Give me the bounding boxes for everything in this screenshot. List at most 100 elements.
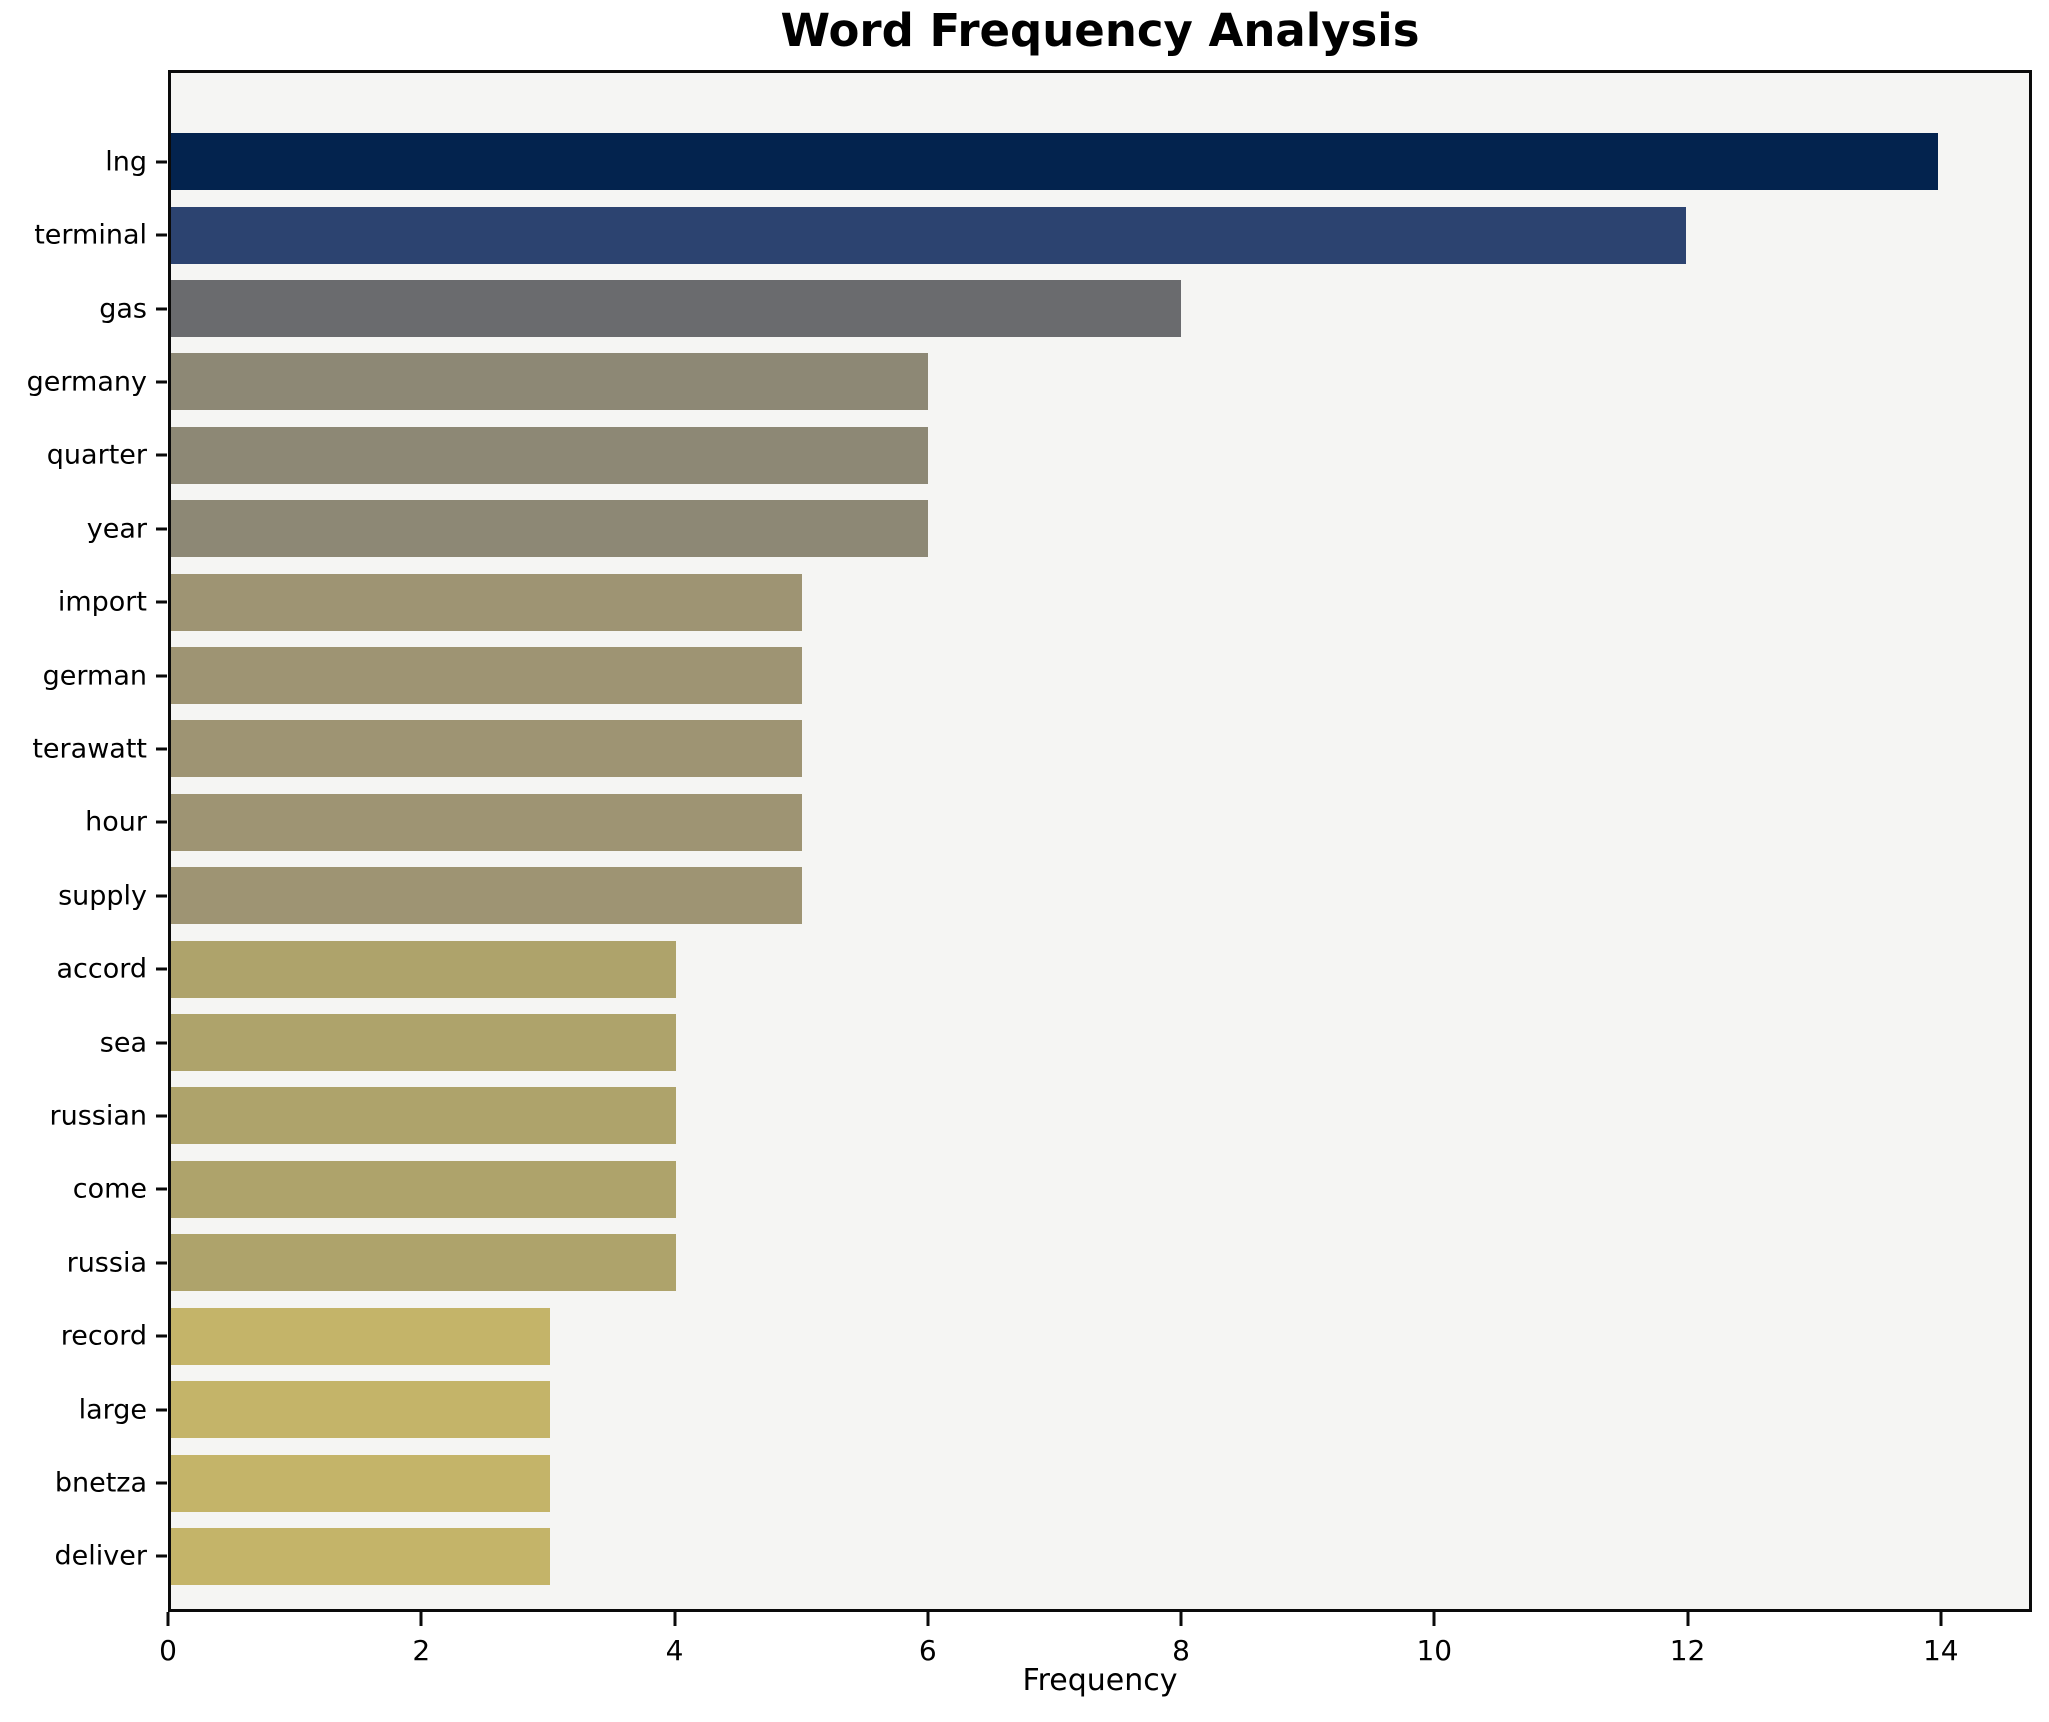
x-tick-mark <box>1179 1612 1183 1626</box>
y-tick-mark <box>156 1114 167 1118</box>
plot-area: lng terminal gas germany quarter year import ge… <box>27 70 2032 1612</box>
y-tick-label: russian <box>49 1100 147 1132</box>
bar-row: sea <box>100 1006 2029 1079</box>
bar-row: gas <box>99 272 2029 345</box>
y-tick-label: come <box>72 1173 147 1205</box>
bar-row: terminal <box>34 198 2029 271</box>
bar-year <box>171 500 929 558</box>
y-tick-mark <box>156 1187 167 1191</box>
bar-record <box>171 1307 550 1365</box>
bar-row: quarter <box>47 419 2029 492</box>
y-tick-label: year <box>86 513 147 545</box>
bar-large <box>171 1381 550 1439</box>
bar-row: hour <box>85 786 2029 859</box>
x-tick-mark <box>1432 1612 1436 1626</box>
bar-gas <box>171 280 1181 338</box>
bar-supply <box>171 867 803 925</box>
bar-quarter <box>171 426 929 484</box>
x-tick-mark <box>166 1612 170 1626</box>
y-tick-mark <box>156 967 167 971</box>
y-tick-label: german <box>42 660 147 692</box>
y-tick-label: bnetza <box>54 1467 147 1499</box>
y-tick-mark <box>156 1041 167 1045</box>
y-tick-label: russia <box>66 1247 147 1279</box>
x-axis-title: Frequency <box>1022 1663 1178 1698</box>
bar-german <box>171 647 803 705</box>
y-tick-mark <box>156 894 167 898</box>
x-tick-label: 0 <box>159 1634 177 1667</box>
bar-row: russian <box>49 1079 2029 1152</box>
bar-row: record <box>61 1300 2029 1373</box>
bar-terawatt <box>171 720 803 778</box>
y-tick-label: terminal <box>34 219 147 251</box>
bar-accord <box>171 940 676 998</box>
x-tick-label: 12 <box>1669 1634 1706 1667</box>
bar-germany <box>171 353 929 411</box>
bar-bnetza <box>171 1454 550 1512</box>
y-tick-mark <box>156 307 167 311</box>
y-tick-mark <box>156 820 167 824</box>
bar-terminal <box>171 206 1686 264</box>
bar-row: german <box>43 639 2029 712</box>
y-tick-label: record <box>60 1320 147 1352</box>
y-tick-label: quarter <box>46 439 147 471</box>
y-tick-label: sea <box>99 1027 147 1059</box>
x-tick-mark <box>1686 1612 1690 1626</box>
bar-row: bnetza <box>55 1446 2029 1519</box>
y-tick-mark <box>156 1261 167 1265</box>
y-tick-mark <box>156 600 167 604</box>
y-tick-label: lng <box>105 146 147 178</box>
bar-row: germany <box>27 345 2029 418</box>
bar-lng <box>171 133 1939 191</box>
y-tick-label: large <box>78 1394 147 1426</box>
y-tick-label: deliver <box>54 1540 147 1572</box>
bar-come <box>171 1160 676 1218</box>
y-tick-label: terawatt <box>32 733 147 765</box>
bars-container: lng terminal gas germany quarter year import ge… <box>27 73 2029 1609</box>
x-tick-label: 2 <box>412 1634 431 1667</box>
y-tick-mark <box>156 747 167 751</box>
x-tick-mark <box>673 1612 677 1626</box>
bar-row: terawatt <box>32 712 2029 785</box>
x-tick-mark <box>419 1612 423 1626</box>
chart-title: Word Frequency Analysis <box>780 4 1420 57</box>
bar-deliver <box>171 1527 550 1585</box>
bar-row: large <box>79 1373 2029 1446</box>
x-tick-mark <box>1939 1612 1943 1626</box>
y-tick-label: germany <box>26 366 147 398</box>
x-tick-mark <box>926 1612 930 1626</box>
y-tick-mark <box>156 1408 167 1412</box>
bar-row: accord <box>56 932 2029 1005</box>
y-tick-label: import <box>57 586 147 618</box>
bar-row: lng <box>105 125 2029 198</box>
y-tick-mark <box>156 233 167 237</box>
y-tick-label: supply <box>58 880 147 912</box>
bar-row: year <box>87 492 2029 565</box>
y-tick-mark <box>156 674 167 678</box>
bar-russia <box>171 1234 676 1292</box>
x-tick-label: 8 <box>1172 1634 1190 1667</box>
bar-row: import <box>58 565 2029 638</box>
y-tick-label: gas <box>99 293 147 325</box>
y-tick-label: accord <box>56 953 147 985</box>
y-tick-mark <box>156 1334 167 1338</box>
bar-row: come <box>73 1153 2029 1226</box>
x-tick-label: 4 <box>665 1634 684 1667</box>
y-tick-mark <box>156 1554 167 1558</box>
y-tick-mark <box>156 527 167 531</box>
bar-hour <box>171 793 803 851</box>
y-tick-mark <box>156 160 167 164</box>
x-tick-label: 10 <box>1416 1634 1453 1667</box>
y-tick-mark <box>156 380 167 384</box>
bar-sea <box>171 1014 676 1072</box>
bar-row: russia <box>67 1226 2029 1299</box>
bar-row: deliver <box>55 1520 2029 1593</box>
x-tick-label: 14 <box>1922 1634 1959 1667</box>
bar-import <box>171 573 803 631</box>
bar-row: supply <box>58 859 2029 932</box>
bar-russian <box>171 1087 676 1145</box>
y-tick-label: hour <box>85 806 147 838</box>
y-tick-mark <box>156 1481 167 1485</box>
y-tick-mark <box>156 453 167 457</box>
